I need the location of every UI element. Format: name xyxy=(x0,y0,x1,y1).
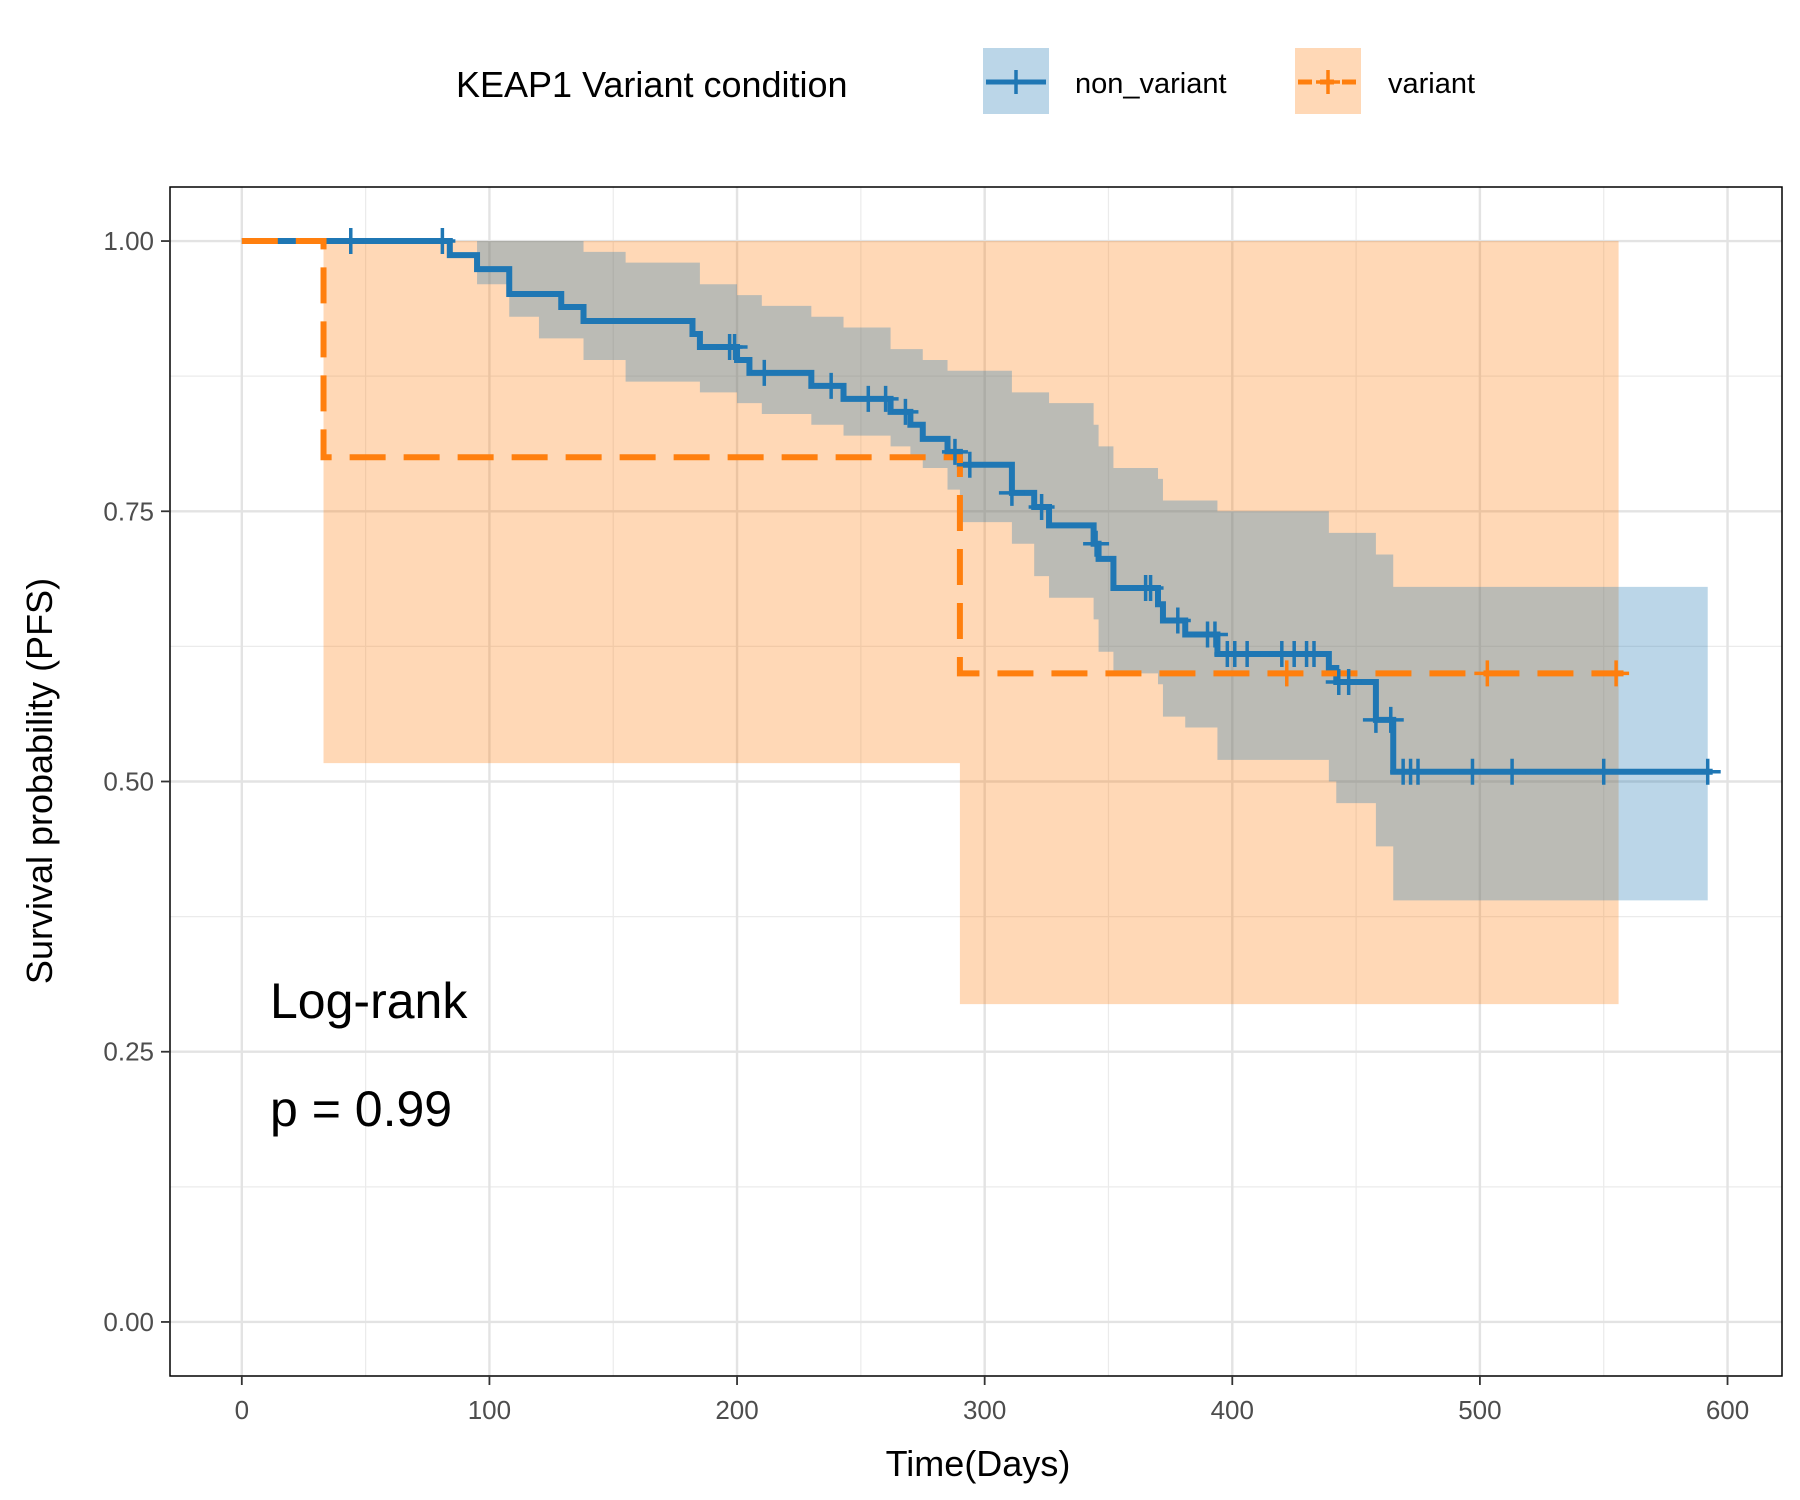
censor-mark-non-variant xyxy=(1137,575,1164,602)
censor-mark-non-variant xyxy=(1083,530,1110,557)
censor-mark-non-variant xyxy=(721,333,748,360)
y-tick-label: 0.50 xyxy=(103,767,154,797)
legend-title: KEAP1 Variant condition xyxy=(456,64,848,105)
censor-mark-variant xyxy=(1273,660,1300,687)
censor-mark-non-variant xyxy=(429,228,456,255)
censor-mark-non-variant xyxy=(1301,640,1327,667)
plot-panel: Log-rank p = 0.99 xyxy=(169,186,1783,1377)
confidence-bands xyxy=(241,241,1708,1005)
x-tick-label: 500 xyxy=(1458,1395,1501,1425)
censor-mark-non-variant xyxy=(818,372,845,399)
censor-mark-variant xyxy=(1474,660,1501,687)
x-tick-label: 400 xyxy=(1211,1395,1254,1425)
legend-label-non-variant: non_variant xyxy=(1075,68,1227,100)
x-tick-label: 0 xyxy=(235,1395,249,1425)
censor-mark-non-variant xyxy=(751,359,778,386)
ci-band-non-variant xyxy=(241,241,1708,901)
y-tick-label: 1.00 xyxy=(103,226,154,256)
censor-mark-non-variant xyxy=(1377,706,1404,733)
censor-mark-non-variant xyxy=(892,398,919,425)
censor-mark-non-variant xyxy=(1499,758,1526,785)
legend: KEAP1 Variant condition non_variant vari… xyxy=(456,48,1475,114)
ci-band-variant xyxy=(241,241,1619,1005)
censor-mark-non-variant xyxy=(956,451,983,478)
x-tick-label: 100 xyxy=(468,1395,511,1425)
censor-mark-non-variant xyxy=(337,228,364,255)
y-tick-label: 0.75 xyxy=(103,496,154,526)
legend-label-variant: variant xyxy=(1388,68,1475,100)
legend-swatch-censor-non-variant xyxy=(1004,70,1028,94)
grid-major xyxy=(170,187,1782,1376)
censor-mark-non-variant xyxy=(1234,640,1261,667)
censor-mark-non-variant xyxy=(1405,758,1431,785)
censor-mark-variant xyxy=(1603,660,1630,687)
x-tick-label: 600 xyxy=(1706,1395,1749,1425)
censor-mark-non-variant xyxy=(1164,607,1191,634)
censor-mark-non-variant xyxy=(872,385,899,412)
legend-item-variant: variant xyxy=(1295,48,1475,114)
y-tick-label: 0.00 xyxy=(103,1307,154,1337)
y-axis: 0.00 0.25 0.50 0.75 1.00 xyxy=(103,226,170,1337)
legend-item-non-variant: non_variant xyxy=(983,48,1227,114)
y-axis-title: Survival probability (PFS) xyxy=(19,578,60,984)
x-axis: 0 100 200 300 400 500 600 xyxy=(235,1376,1749,1425)
censor-mark-non-variant xyxy=(1028,493,1055,520)
x-axis-title: Time(Days) xyxy=(886,1443,1071,1484)
legend-swatch-censor-variant xyxy=(1316,70,1340,94)
censor-mark-non-variant xyxy=(1694,758,1721,785)
censor-mark-non-variant xyxy=(1590,758,1617,785)
logrank-label: Log-rank xyxy=(270,973,468,1029)
censor-marks xyxy=(337,228,1721,785)
survival-curve-variant xyxy=(241,238,1624,677)
censor-mark-non-variant xyxy=(998,479,1025,506)
y-tick-label: 0.25 xyxy=(103,1037,154,1067)
x-tick-label: 300 xyxy=(963,1395,1006,1425)
censor-mark-non-variant xyxy=(941,438,968,465)
x-tick-label: 200 xyxy=(715,1395,758,1425)
censor-mark-non-variant xyxy=(1201,621,1228,648)
censor-mark-non-variant xyxy=(1335,669,1362,696)
p-value-label: p = 0.99 xyxy=(270,1081,452,1137)
censor-mark-non-variant xyxy=(1459,758,1486,785)
